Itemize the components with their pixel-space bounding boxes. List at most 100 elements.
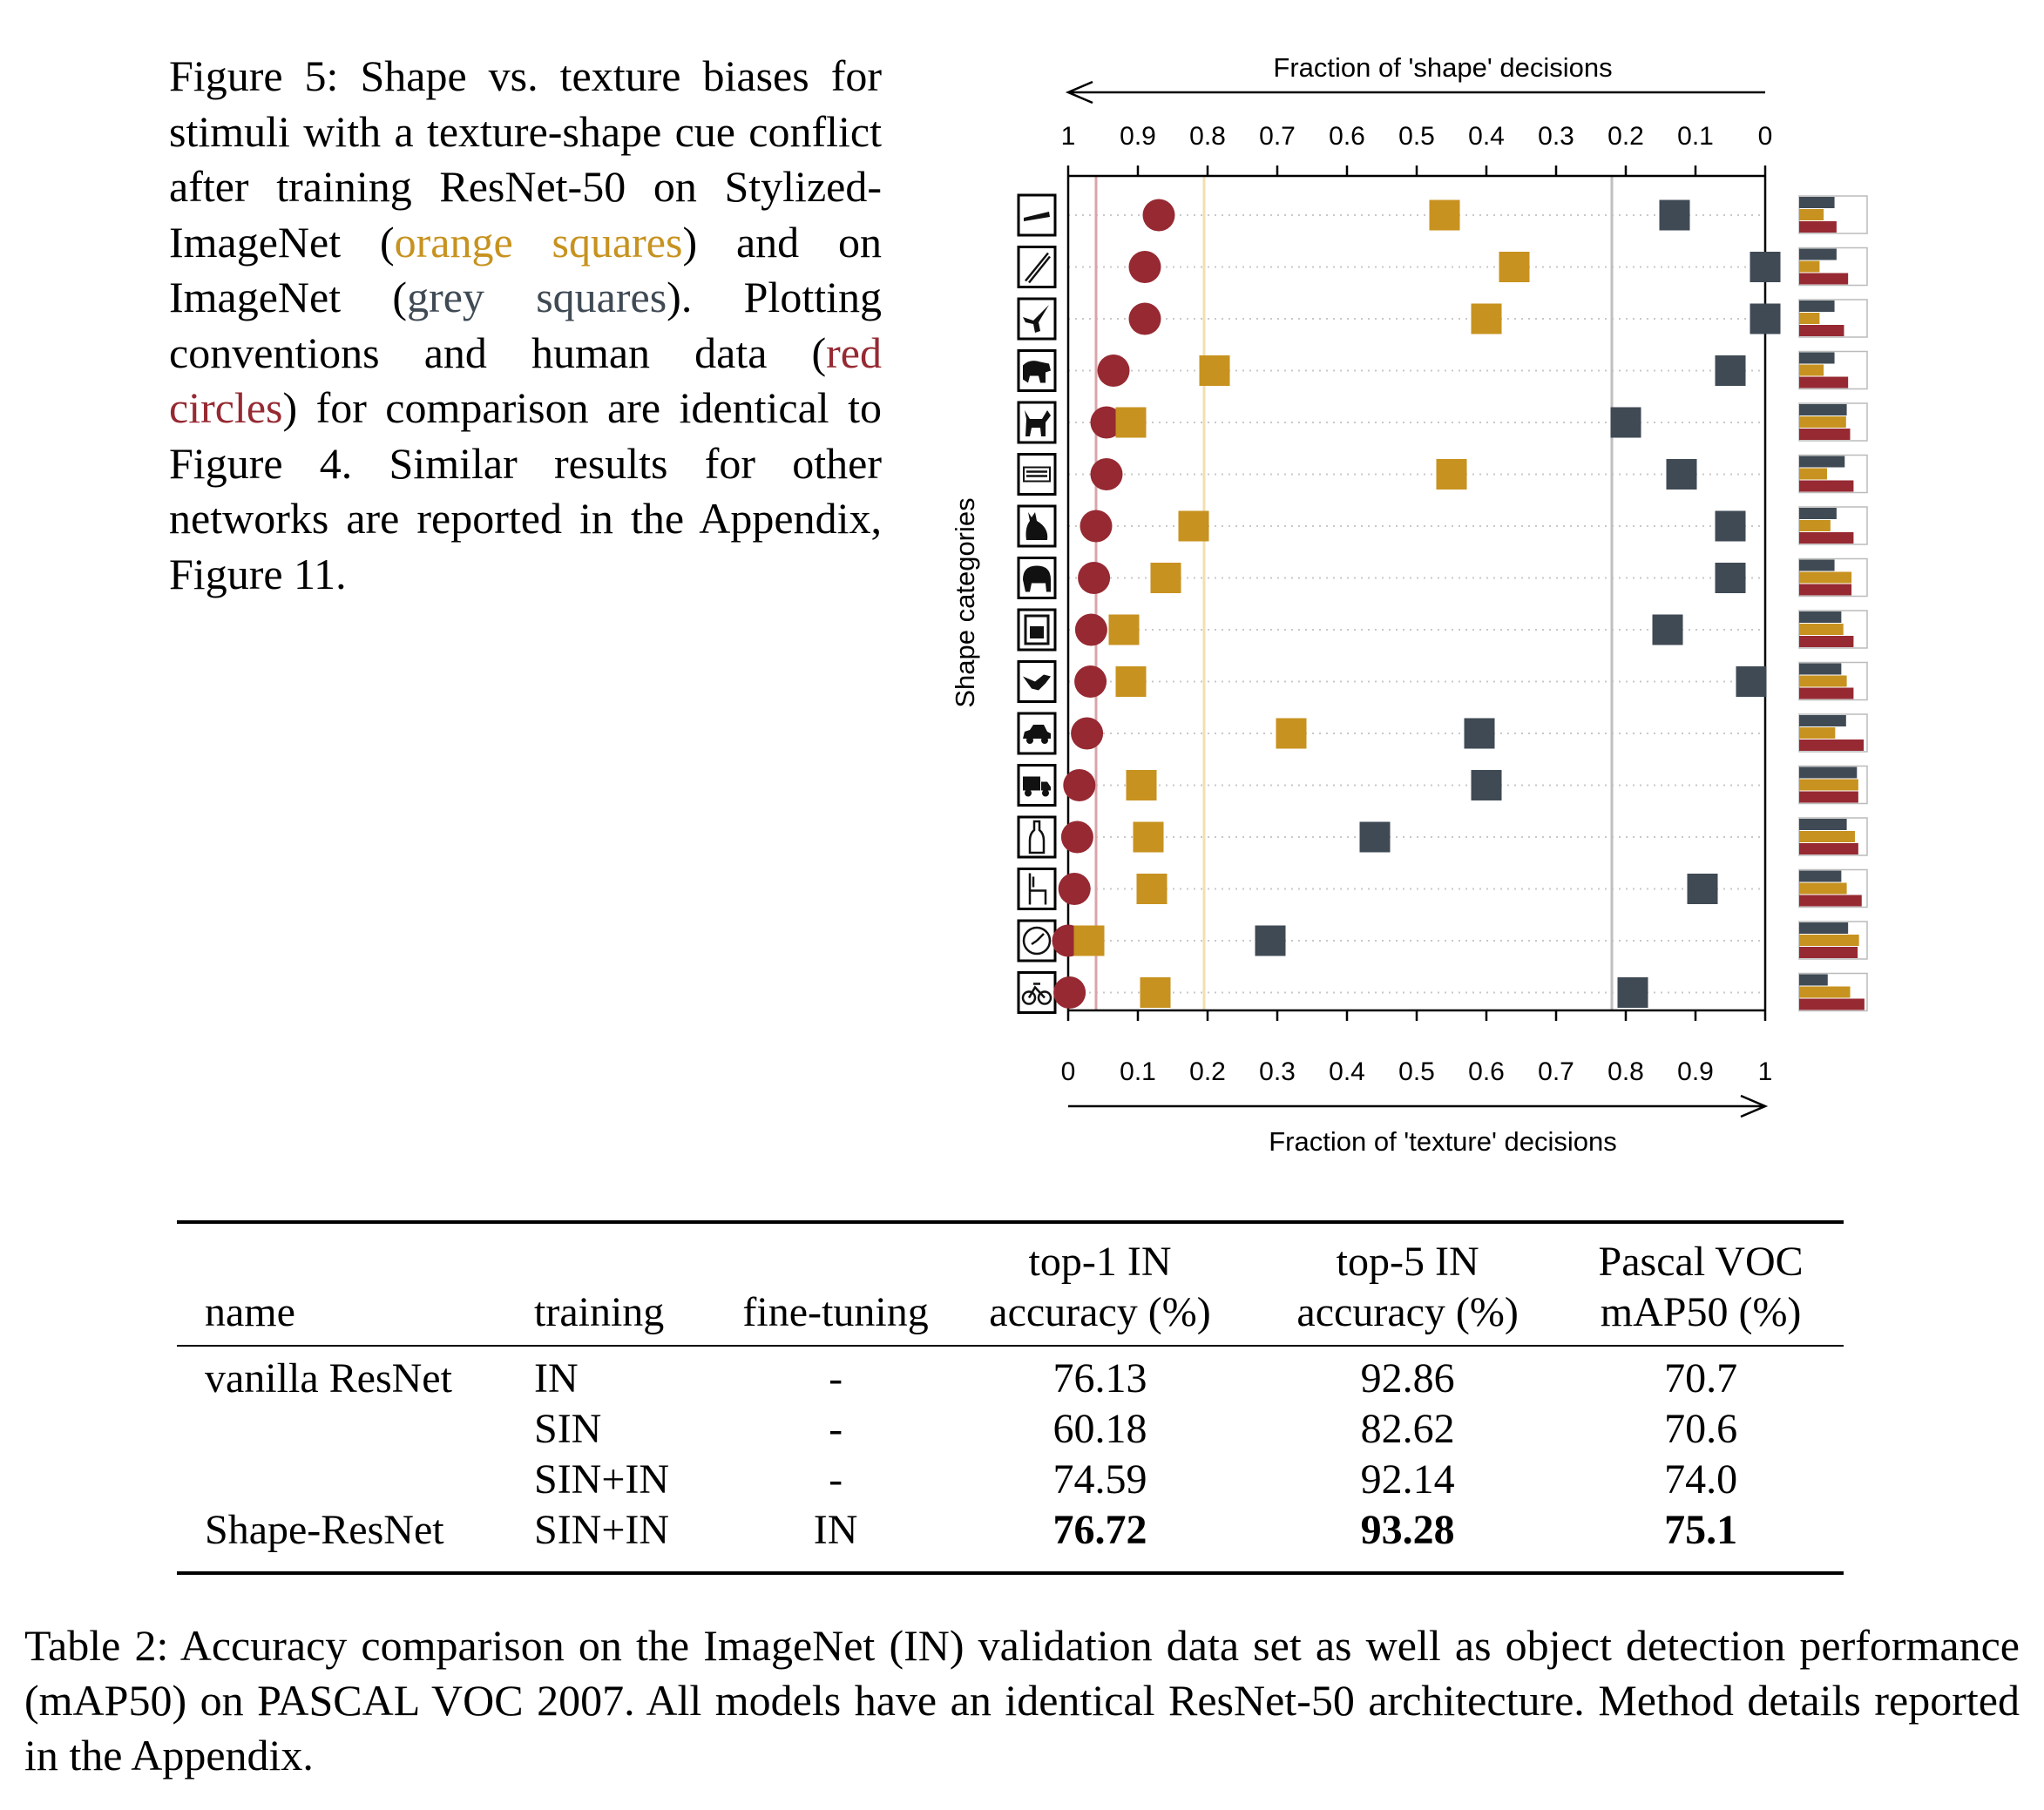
cell-voc: 70.7 [1664, 1355, 1738, 1401]
cell-name [177, 1404, 534, 1455]
table-top-rule [177, 1220, 1844, 1224]
side-bar-sin [1799, 831, 1855, 842]
sin-square [1126, 770, 1157, 800]
human-point [1128, 302, 1161, 335]
sin-square [1073, 925, 1105, 956]
results-table: top-1 IN top-5 IN Pascal VOC name traini… [177, 1221, 1844, 1563]
human-point [1078, 562, 1111, 594]
table-bottom-rule [177, 1571, 1844, 1575]
bottom-tick-label: 0.3 [1259, 1057, 1296, 1086]
top-tick-label: 0.8 [1189, 122, 1226, 151]
side-bar-sin [1799, 882, 1847, 895]
human-point [1142, 199, 1175, 232]
cell-top1: 60.18 [1052, 1406, 1147, 1452]
cell-top5: 82.62 [1360, 1406, 1455, 1452]
cell-fine-tuning: - [829, 1406, 843, 1452]
top-axis-label: Fraction of 'shape' decisions [1273, 52, 1612, 83]
sin-square [1276, 718, 1307, 749]
table-caption: Table 2: Accuracy comparison on the Imag… [24, 1621, 2020, 1780]
side-bar-human [1799, 740, 1865, 751]
human-point [1090, 406, 1123, 439]
top-tick-label: 0.4 [1468, 122, 1505, 151]
sin-square [1471, 303, 1502, 334]
side-bar-in [1799, 611, 1842, 623]
in-square [1715, 355, 1746, 386]
table-header-row-1: top-1 IN top-5 IN Pascal VOC [177, 1221, 1844, 1286]
top-tick-label: 0.7 [1259, 122, 1296, 151]
side-bar-human [1799, 273, 1849, 285]
figure-caption-grey-text: grey squares [407, 273, 667, 321]
in-square [1652, 614, 1683, 645]
in-square [1464, 718, 1495, 749]
side-bar-in [1799, 922, 1849, 934]
side-bar-in [1799, 248, 1837, 260]
elephant-icon [1017, 557, 1057, 599]
table-row: SIN+IN - 74.59 92.14 74.0 [177, 1455, 1844, 1505]
top-tick-label: 0.2 [1607, 122, 1644, 151]
shape-texture-chart: 1 0.9 0.8 0.7 0.6 0.5 0.4 0.3 0.2 0.1 0 0 0.1 0.2 0.3 0… [950, 52, 1868, 1157]
cell-name: vanilla ResNet [205, 1355, 452, 1401]
in-square [1471, 770, 1502, 800]
human-point [1097, 355, 1130, 387]
bottom-tick-label: 0 [1061, 1057, 1076, 1086]
table-header-rule [177, 1345, 1844, 1347]
bicycle-icon [1017, 971, 1057, 1014]
sin-square [1199, 355, 1230, 386]
sin-square [1136, 874, 1168, 904]
bear-icon [1017, 349, 1057, 392]
cell-top1: 76.72 [1052, 1507, 1147, 1553]
side-bar-in [1799, 456, 1845, 468]
side-bar-in [1799, 301, 1835, 312]
bottom-axis-label: Fraction of 'texture' decisions [1269, 1126, 1617, 1157]
in-square [1687, 874, 1718, 904]
y-axis-label: Shape categories [950, 497, 980, 707]
sin-square [1499, 252, 1530, 282]
in-square [1750, 252, 1781, 282]
side-bar-in [1799, 715, 1846, 726]
side-bar-sin [1799, 313, 1820, 324]
dog-icon [1017, 401, 1057, 444]
side-bar-human [1799, 636, 1854, 647]
side-bar-group [1798, 610, 1868, 649]
in-square [1666, 459, 1697, 490]
side-bar-sin [1799, 935, 1859, 946]
header-name: name [205, 1289, 295, 1335]
header-top1-line2: accuracy (%) [989, 1289, 1211, 1335]
in-square [1659, 199, 1690, 231]
side-bar-group [1798, 506, 1868, 545]
chart-gridlines [1068, 214, 1765, 994]
table-row: vanilla ResNet IN - 76.13 92.86 70.7 [177, 1345, 1844, 1404]
side-bar-human [1799, 429, 1851, 440]
side-bar-human [1799, 895, 1862, 907]
table-header-row-2: name training fine-tuning accuracy (%) a… [177, 1286, 1844, 1345]
side-bar-sin [1799, 727, 1836, 739]
in-square [1715, 563, 1746, 593]
human-point [1058, 873, 1091, 905]
in-square [1610, 407, 1641, 438]
top-tick-label: 0 [1758, 122, 1773, 151]
side-bar-human [1799, 947, 1858, 958]
side-bar-group [1798, 454, 1868, 494]
side-bar-group [1798, 921, 1868, 960]
side-bar-group [1798, 195, 1868, 234]
side-bar-sin [1799, 260, 1820, 273]
sin-square [1115, 666, 1147, 697]
side-bar-human [1799, 584, 1852, 596]
side-bar-in [1799, 819, 1847, 830]
figure-caption-tail: ) for comparison are identical to Figure… [169, 383, 882, 598]
in-square [1359, 821, 1391, 853]
side-bar-sin [1799, 571, 1852, 584]
header-top5-line2: accuracy (%) [1296, 1289, 1519, 1335]
table-row: SIN - 60.18 82.62 70.6 [177, 1404, 1844, 1455]
bottom-tick-label: 0.2 [1189, 1057, 1226, 1086]
cell-voc: 75.1 [1664, 1507, 1738, 1553]
bird-icon [1017, 660, 1057, 703]
in-square [1715, 510, 1746, 542]
side-bar-in [1799, 870, 1842, 882]
knife-icon [1017, 193, 1057, 237]
human-point [1074, 613, 1107, 646]
in-square [1617, 977, 1648, 1008]
side-bar-human [1799, 791, 1858, 803]
side-bar-in [1799, 508, 1837, 519]
side-bar-sin [1799, 624, 1844, 635]
